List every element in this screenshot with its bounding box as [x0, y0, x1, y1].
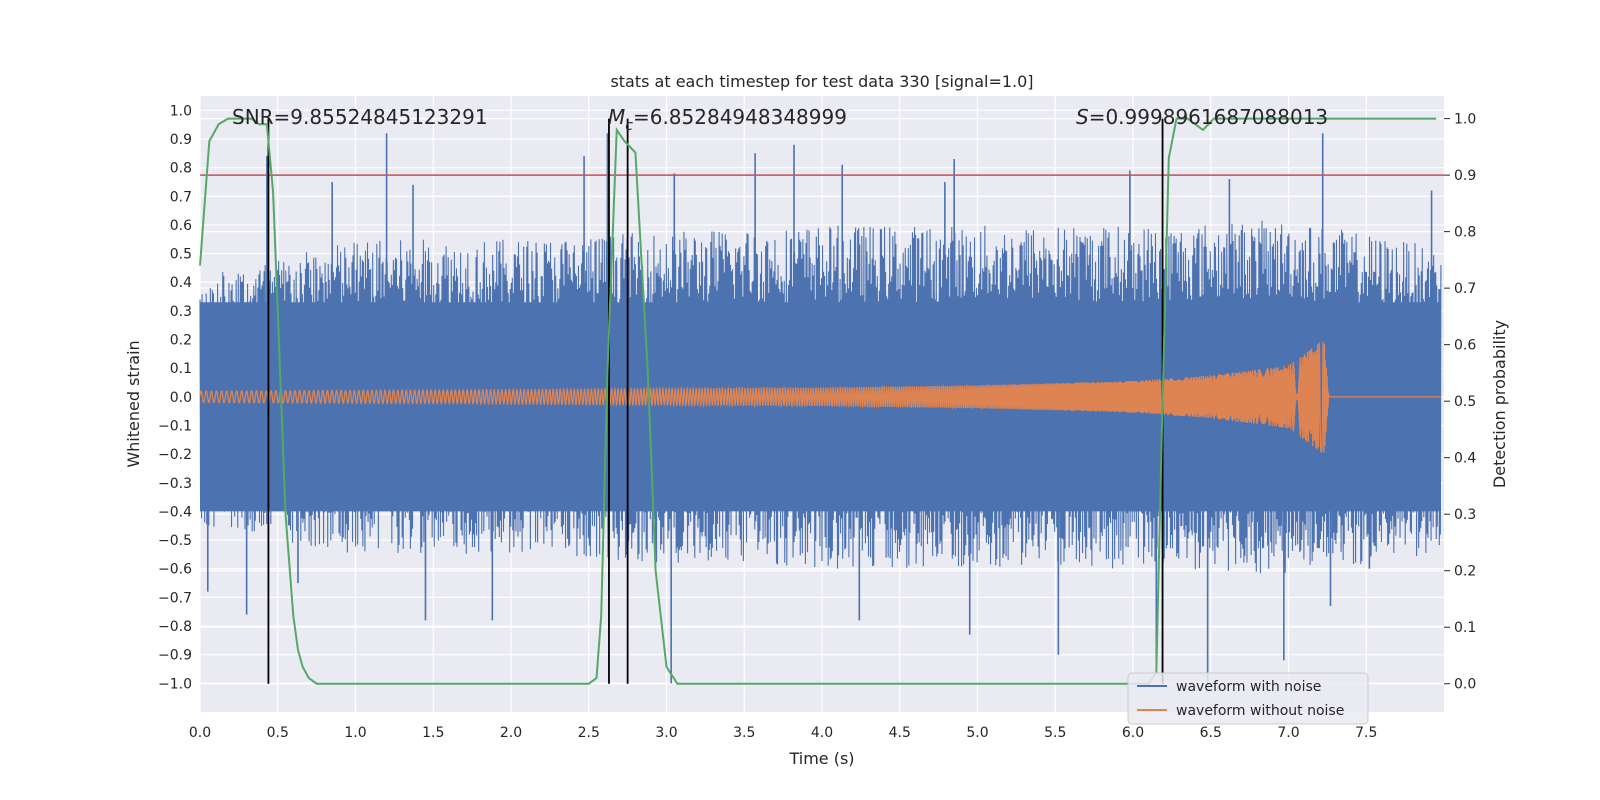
x-tick-label: 4.5 [889, 725, 911, 741]
y-tick-label: 0.3 [170, 304, 192, 320]
y-tick-label: 0.9 [170, 132, 192, 148]
x-axis-label: Time (s) [788, 749, 854, 768]
y-tick-label: −0.7 [158, 590, 192, 606]
annotation-significance: S=0.9998961687088013 [1076, 105, 1328, 129]
y2-tick-label: 0.6 [1454, 338, 1476, 354]
y2-tick-label: 0.0 [1454, 677, 1476, 693]
axis-ticks: 0.0 0.5 1.0 1.5 2.0 2.5 3.0 3.5 4.0 4.5 5.0 5.5 6.0 6… [158, 103, 1476, 741]
y2-tick-label: 0.9 [1454, 168, 1476, 184]
y2-tick-label: 0.4 [1454, 451, 1476, 467]
y-tick-label: 0.7 [170, 189, 192, 205]
y2-tick-label: 0.2 [1454, 564, 1476, 580]
y2-tick-label: 0.1 [1454, 620, 1476, 636]
x-tick-label: 1.5 [422, 725, 444, 741]
y2-tick-label: 0.3 [1454, 507, 1476, 523]
y-tick-label: −1.0 [158, 676, 192, 692]
y-tick-label: 0.0 [170, 390, 192, 406]
x-tick-label: 2.0 [500, 725, 522, 741]
x-tick-label: 2.5 [578, 725, 600, 741]
y-tick-label: 0.5 [170, 247, 192, 263]
annotation-chirp-mass-subscript: c [625, 118, 633, 134]
y-tick-label: −0.3 [158, 476, 192, 492]
series-waveform-without-noise [199, 341, 1441, 454]
legend-label-noise: waveform with noise [1176, 679, 1321, 695]
x-tick-label: 7.5 [1355, 725, 1377, 741]
noise-trace [199, 220, 1442, 574]
x-tick-label: 6.0 [1122, 725, 1144, 741]
series-detection-probability [199, 117, 1437, 685]
annotation-chirp-mass-value: =6.85284948348999 [633, 105, 847, 129]
annotation-significance-value: =0.9998961687088013 [1089, 105, 1328, 129]
y-tick-label: −0.4 [158, 504, 192, 520]
annotation-chirp-mass: Mc=6.85284948348999 [608, 105, 847, 134]
y2-tick-label: 0.7 [1454, 281, 1476, 297]
x-tick-label: 3.5 [733, 725, 755, 741]
x-tick-label: 4.0 [811, 725, 833, 741]
y-tick-label: −0.1 [158, 418, 192, 434]
x-tick-label: 5.0 [966, 725, 988, 741]
x-tick-label: 6.5 [1200, 725, 1222, 741]
y-tick-label: 1.0 [170, 103, 192, 119]
legend-label-clean: waveform without noise [1176, 703, 1344, 719]
y-tick-label: −0.2 [158, 447, 192, 463]
y-tick-label: 0.2 [170, 333, 192, 349]
y2-tick-label: 0.8 [1454, 225, 1476, 241]
x-tick-label: 7.0 [1277, 725, 1299, 741]
x-tick-label: 3.0 [655, 725, 677, 741]
chart-title: stats at each timestep for test data 330… [610, 72, 1033, 91]
y-tick-label: −0.5 [158, 533, 192, 549]
y-tick-label: −0.6 [158, 562, 192, 578]
x-tick-label: 0.0 [189, 725, 211, 741]
y-tick-label: 0.1 [170, 361, 192, 377]
y-tick-label: −0.9 [158, 648, 192, 664]
x-tick-label: 1.0 [344, 725, 366, 741]
annotation-chirp-mass-symbol: M [608, 105, 625, 129]
y2-tick-label: 1.0 [1454, 112, 1476, 128]
y-tick-label: −0.8 [158, 619, 192, 635]
y-axis-label: Whitened strain [124, 340, 143, 467]
y2-axis-label: Detection probability [1490, 320, 1509, 488]
x-tick-label: 5.5 [1044, 725, 1066, 741]
y-tick-label: 0.4 [170, 275, 192, 291]
annotation-significance-symbol: S [1076, 105, 1089, 129]
legend-box [1127, 672, 1369, 725]
x-tick-label: 0.5 [267, 725, 289, 741]
y2-tick-label: 0.5 [1454, 394, 1476, 410]
y-tick-label: 0.8 [170, 161, 192, 177]
y-tick-label: 0.6 [170, 218, 192, 234]
annotation-snr: SNR=9.85524845123291 [232, 105, 488, 129]
legend: waveform with noise waveform without noi… [1127, 672, 1369, 725]
